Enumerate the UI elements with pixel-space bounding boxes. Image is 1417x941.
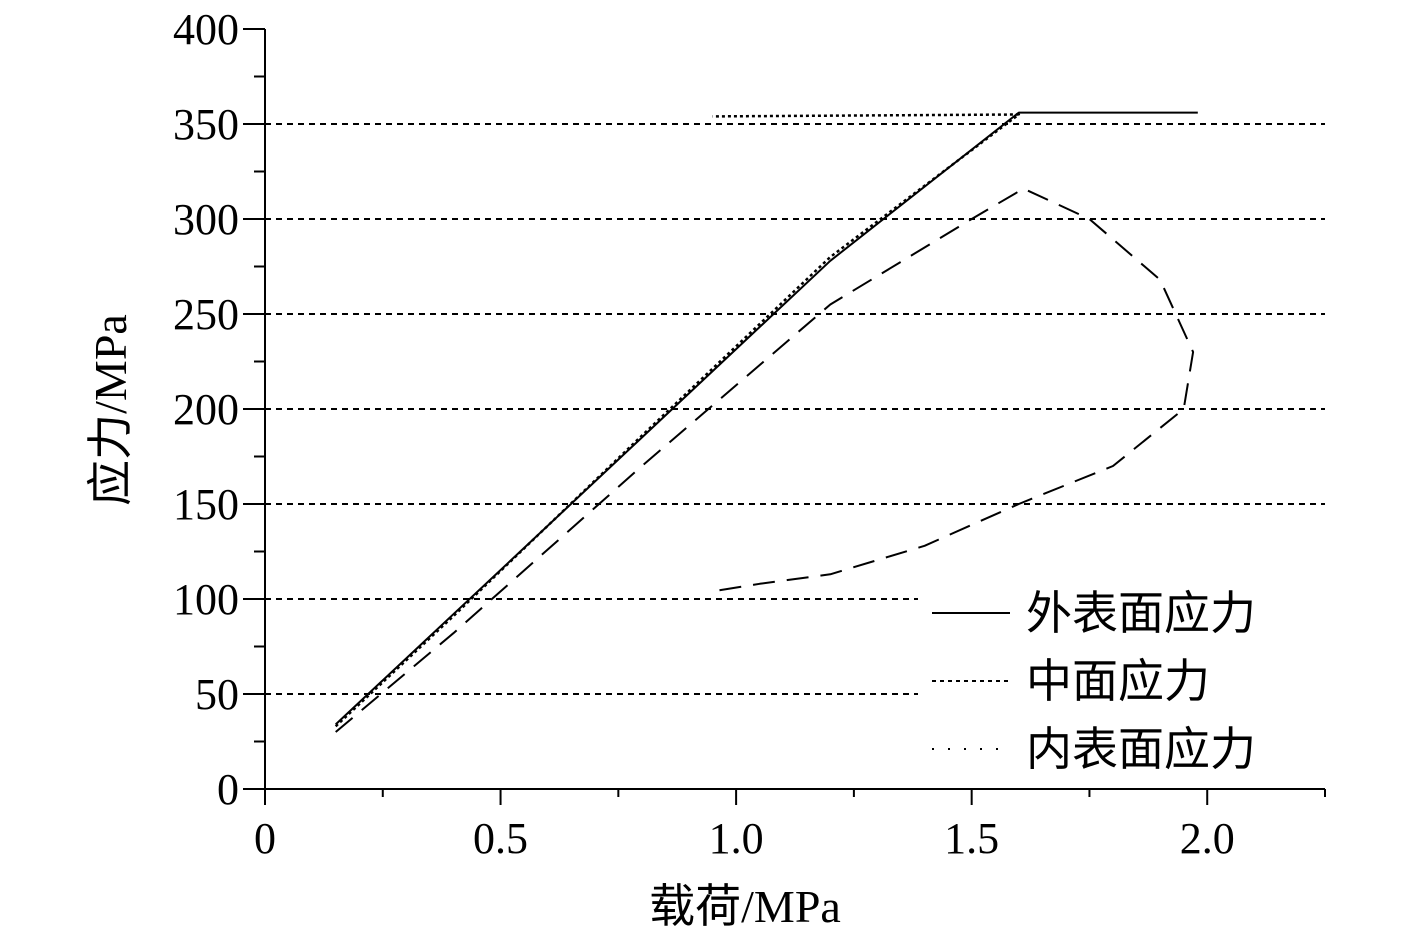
y-axis-title: 应力/MPa [85, 314, 136, 506]
x-tick-label: 1.5 [944, 814, 999, 863]
y-tick-label: 100 [173, 575, 239, 624]
gridlines [265, 123, 1325, 695]
x-tick-label: 0 [254, 814, 276, 863]
series-line [335, 111, 1198, 726]
y-tick-label: 150 [173, 480, 239, 529]
series-line [335, 187, 1195, 733]
y-tick-label: 300 [173, 195, 239, 244]
legend-label: 中面应力 [1026, 656, 1210, 707]
legend-label: 内表面应力 [1026, 724, 1256, 775]
y-tick-label: 200 [173, 385, 239, 434]
y-tick-label: 0 [217, 765, 239, 814]
series-lines [334, 111, 1198, 733]
y-tick-label: 250 [173, 290, 239, 339]
axes: 0 50 100 150 200 250 300 350 400 0 0.5 1.0 1.5 2.0 [173, 5, 1326, 863]
x-tick-label: 1.0 [709, 814, 764, 863]
y-tick-label: 400 [173, 5, 239, 54]
legend-label: 外表面应力 [1026, 588, 1256, 639]
y-tick-label: 350 [173, 100, 239, 149]
series-line [334, 113, 1021, 728]
x-tick-label: 2.0 [1180, 814, 1235, 863]
y-tick-label: 50 [195, 670, 239, 719]
x-tick-label: 0.5 [473, 814, 528, 863]
x-axis-title: 载荷/MPa [649, 881, 841, 932]
